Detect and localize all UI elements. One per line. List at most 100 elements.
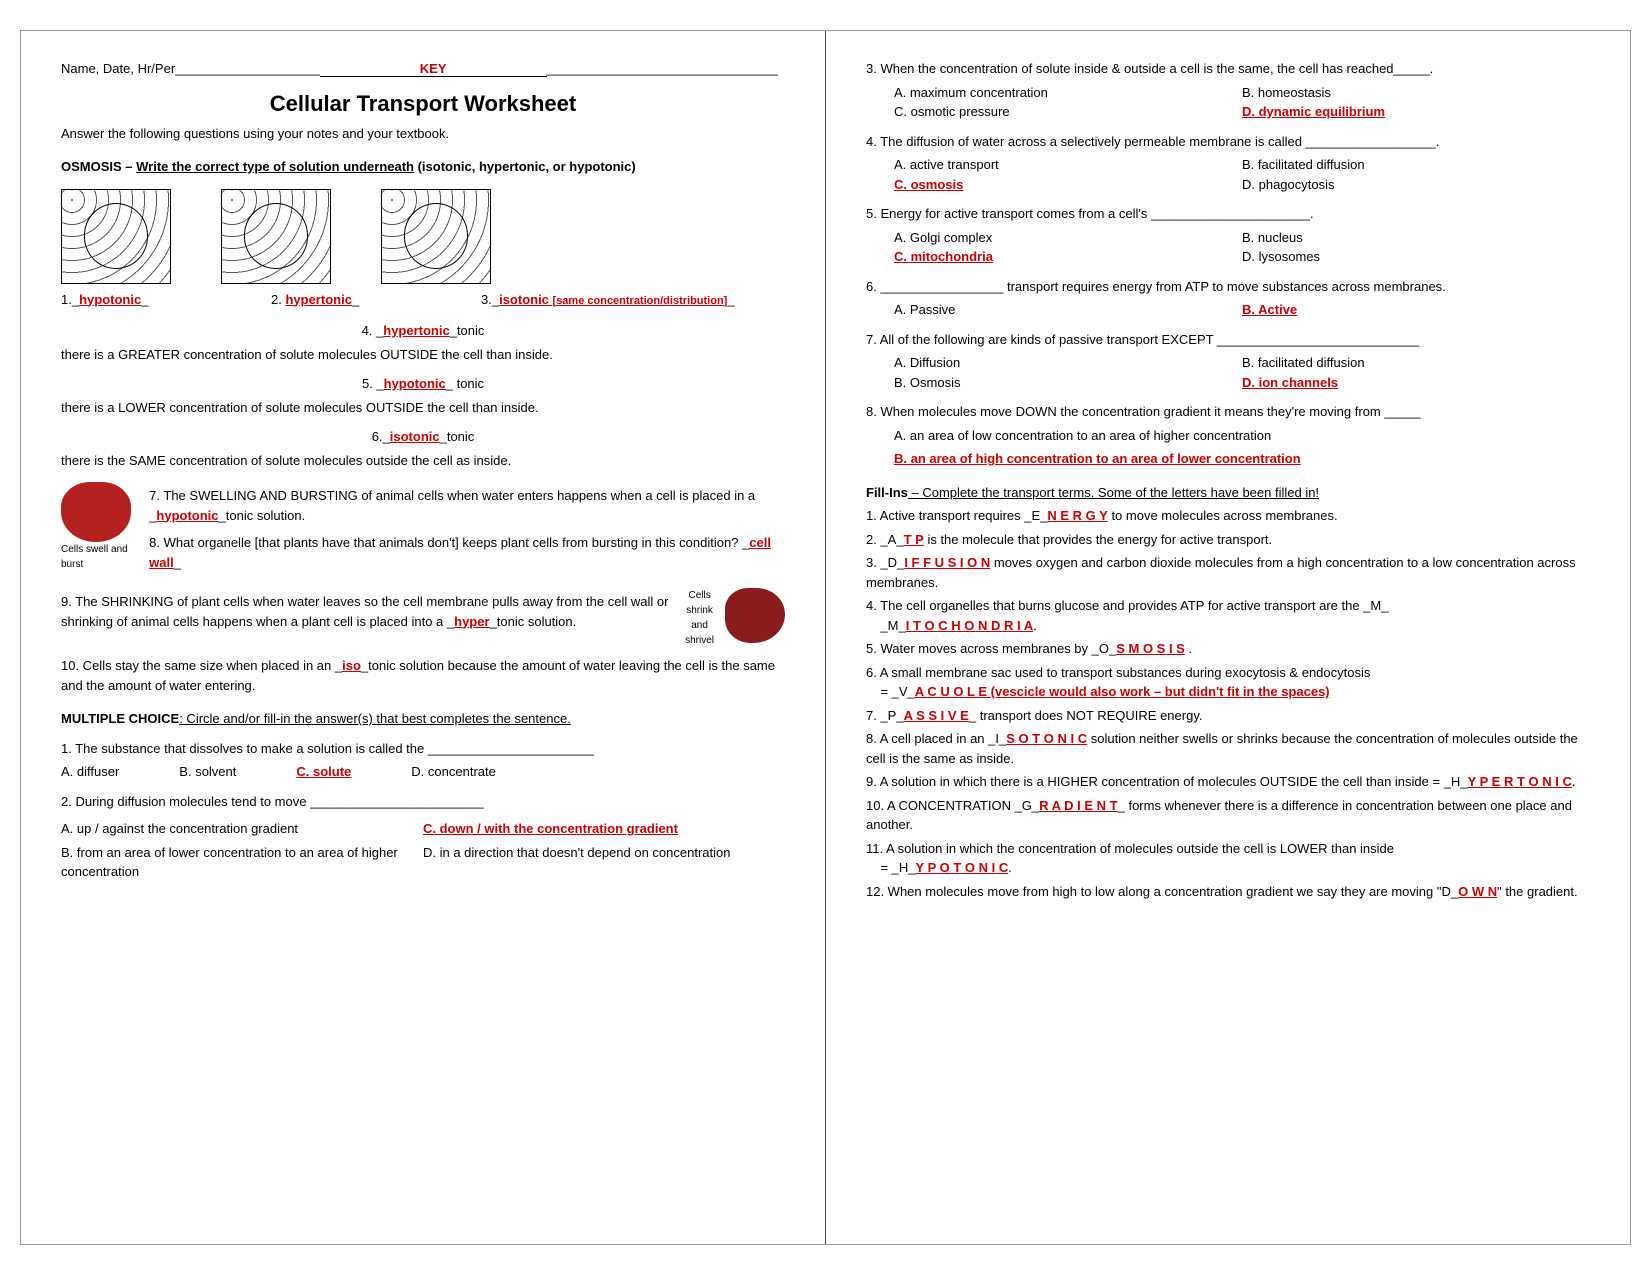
mc-q2-d: D. in a direction that doesn't depend on…	[423, 843, 785, 863]
osmosis-head-rest: Write the correct type of solution under…	[136, 159, 414, 174]
q6-desc: there is the SAME concentration of solut…	[61, 451, 785, 471]
q7-answer: hypotonic	[156, 508, 218, 523]
diagram-labels: 1._hypotonic_ 2. hypertonic_ 3._isotonic…	[61, 290, 785, 310]
mc-q1-stem: 1. The substance that dissolves to make …	[61, 739, 785, 759]
mc-q3-c: C. osmotic pressure	[894, 102, 1242, 122]
cell-diagram-2	[221, 189, 331, 284]
mc-q4-c: C. osmosis	[894, 175, 1242, 195]
mc-q1-c: C. solute	[296, 762, 351, 782]
mc-q5-stem: 5. Energy for active transport comes fro…	[866, 204, 1590, 224]
mc-q4-b: B. facilitated diffusion	[1242, 155, 1590, 175]
left-column: Name, Date, Hr/Per____________________KE…	[21, 31, 826, 1244]
cell-diagram-1	[61, 189, 171, 284]
mc-q4-d: D. phagocytosis	[1242, 175, 1590, 195]
mc-q3-opts: A. maximum concentration B. homeostasis …	[894, 83, 1590, 122]
fill-6: 6. A small membrane sac used to transpor…	[866, 663, 1590, 702]
q6-answer: isotonic	[390, 429, 440, 444]
label-1-num: 1._	[61, 292, 79, 307]
fill-8: 8. A cell placed in an _I_S O T O N I C …	[866, 729, 1590, 768]
key-label: KEY	[320, 61, 547, 77]
name-line: Name, Date, Hr/Per____________________KE…	[61, 59, 785, 79]
q6-blank: 6._isotonic_tonic	[61, 427, 785, 447]
mc-q3-stem: 3. When the concentration of solute insi…	[866, 59, 1590, 79]
mc-q7-stem: 7. All of the following are kinds of pas…	[866, 330, 1590, 350]
cell-diagram-row	[61, 189, 785, 284]
mc-q8-a: A. an area of low concentration to an ar…	[894, 426, 1590, 446]
mc-q5-opts: A. Golgi complex B. nucleus C. mitochond…	[894, 228, 1590, 267]
cell-diagram-3	[381, 189, 491, 284]
mc-q2-b: B. from an area of lower concentration t…	[61, 843, 423, 882]
mc-q6-b: B. Active	[1242, 300, 1590, 320]
q8: 8. What organelle [that plants have that…	[149, 533, 785, 572]
mc-q7-a: A. Diffusion	[894, 353, 1242, 373]
osmosis-heading: OSMOSIS – Write the correct type of solu…	[61, 157, 785, 177]
q7: 7. The SWELLING AND BURSTING of animal c…	[149, 486, 785, 525]
label-2-num: 2.	[271, 292, 285, 307]
q9-block: 9. The SHRINKING of plant cells when wat…	[61, 588, 785, 648]
fill-1: 1. Active transport requires _E_N E R G …	[866, 506, 1590, 526]
osmosis-head-tail: (isotonic, hypertonic, or hypotonic)	[414, 159, 636, 174]
mc-q1-opts: A. diffuser B. solvent C. solute D. conc…	[61, 762, 785, 782]
q5-blank: 5. _hypotonic_ tonic	[61, 374, 785, 394]
mc-q5-c: C. mitochondria	[894, 247, 1242, 267]
mc-q7-c: B. Osmosis	[894, 373, 1242, 393]
label-3-ans: isotonic	[499, 292, 552, 307]
fillins-heading: Fill-Ins – Complete the transport terms.…	[866, 483, 1590, 503]
mc-q1-b: B. solvent	[179, 762, 236, 782]
mc-q5-b: B. nucleus	[1242, 228, 1590, 248]
mc-q4-a: A. active transport	[894, 155, 1242, 175]
q4-desc: there is a GREATER concentration of solu…	[61, 345, 785, 365]
mc-q2-opts: A. up / against the concentration gradie…	[61, 815, 785, 886]
burst-caption: Cells swell and burst	[61, 542, 137, 572]
mc-q2-c: C. down / with the concentration gradien…	[423, 821, 678, 836]
q10-answer: iso	[342, 658, 361, 673]
label-1-ans: hypotonic	[79, 292, 141, 307]
subtitle: Answer the following questions using you…	[61, 124, 785, 144]
mc-q5-a: A. Golgi complex	[894, 228, 1242, 248]
fill-11: 11. A solution in which the concentratio…	[866, 839, 1590, 878]
fill-7: 7. _P_A S S I V E_ transport does NOT RE…	[866, 706, 1590, 726]
mc-heading: MULTIPLE CHOICE: Circle and/or fill-in t…	[61, 709, 785, 729]
fill-12: 12. When molecules move from high to low…	[866, 882, 1590, 902]
mc-q3-d: D. dynamic equilibrium	[1242, 102, 1590, 122]
q4-answer: hypertonic	[383, 323, 449, 338]
osmosis-head-bold: OSMOSIS –	[61, 159, 136, 174]
label-3-note: [same concentration/distribution]	[553, 295, 728, 307]
burst-image-block: Cells swell and burst	[61, 482, 137, 572]
q7-q8-block: Cells swell and burst 7. The SWELLING AN…	[61, 482, 785, 576]
right-column: 3. When the concentration of solute insi…	[826, 31, 1630, 1244]
mc-q1-d: D. concentrate	[411, 762, 496, 782]
q9-answer: hyper	[454, 614, 489, 629]
mc-q2-a: A. up / against the concentration gradie…	[61, 819, 423, 839]
page-title: Cellular Transport Worksheet	[61, 87, 785, 120]
label-3-num: 3._	[481, 292, 499, 307]
mc-q6-stem: 6. _________________ transport requires …	[866, 277, 1590, 297]
mc-q8-stem: 8. When molecules move DOWN the concentr…	[866, 402, 1590, 422]
mc-q4-stem: 4. The diffusion of water across a selec…	[866, 132, 1590, 152]
q5-answer: hypotonic	[384, 376, 446, 391]
cells-burst-icon	[61, 482, 131, 542]
mc-q3-b: B. homeostasis	[1242, 83, 1590, 103]
fill-5: 5. Water moves across membranes by _O_S …	[866, 639, 1590, 659]
q5-desc: there is a LOWER concentration of solute…	[61, 398, 785, 418]
q10: 10. Cells stay the same size when placed…	[61, 656, 785, 695]
shrink-image-block: Cells shrink and shrivel	[682, 588, 785, 648]
mc-q5-d: D. lysosomes	[1242, 247, 1590, 267]
q9: 9. The SHRINKING of plant cells when wat…	[61, 592, 670, 631]
mc-q2-stem: 2. During diffusion molecules tend to mo…	[61, 792, 785, 812]
nameline-prefix: Name, Date, Hr/Per	[61, 61, 175, 76]
fill-9: 9. A solution in which there is a HIGHER…	[866, 772, 1590, 792]
fill-4: 4. The cell organelles that burns glucos…	[866, 596, 1590, 635]
mc-q4-opts: A. active transport B. facilitated diffu…	[894, 155, 1590, 194]
mc-q6-a: A. Passive	[894, 300, 1242, 320]
mc-q1-a: A. diffuser	[61, 762, 119, 782]
mc-q7-opts: A. Diffusion B. facilitated diffusion B.…	[894, 353, 1590, 392]
worksheet-container: Name, Date, Hr/Per____________________KE…	[20, 30, 1631, 1245]
mc-q8-b: B. an area of high concentration to an a…	[894, 451, 1301, 466]
fill-3: 3. _D_I F F U S I O N moves oxygen and c…	[866, 553, 1590, 592]
mc-q3-a: A. maximum concentration	[894, 83, 1242, 103]
q4-blank: 4. _hypertonic_tonic	[61, 321, 785, 341]
mc-q7-b: B. facilitated diffusion	[1242, 353, 1590, 373]
fill-10: 10. A CONCENTRATION _G_R A D I E N T_ fo…	[866, 796, 1590, 835]
mc-q7-d: D. ion channels	[1242, 373, 1590, 393]
